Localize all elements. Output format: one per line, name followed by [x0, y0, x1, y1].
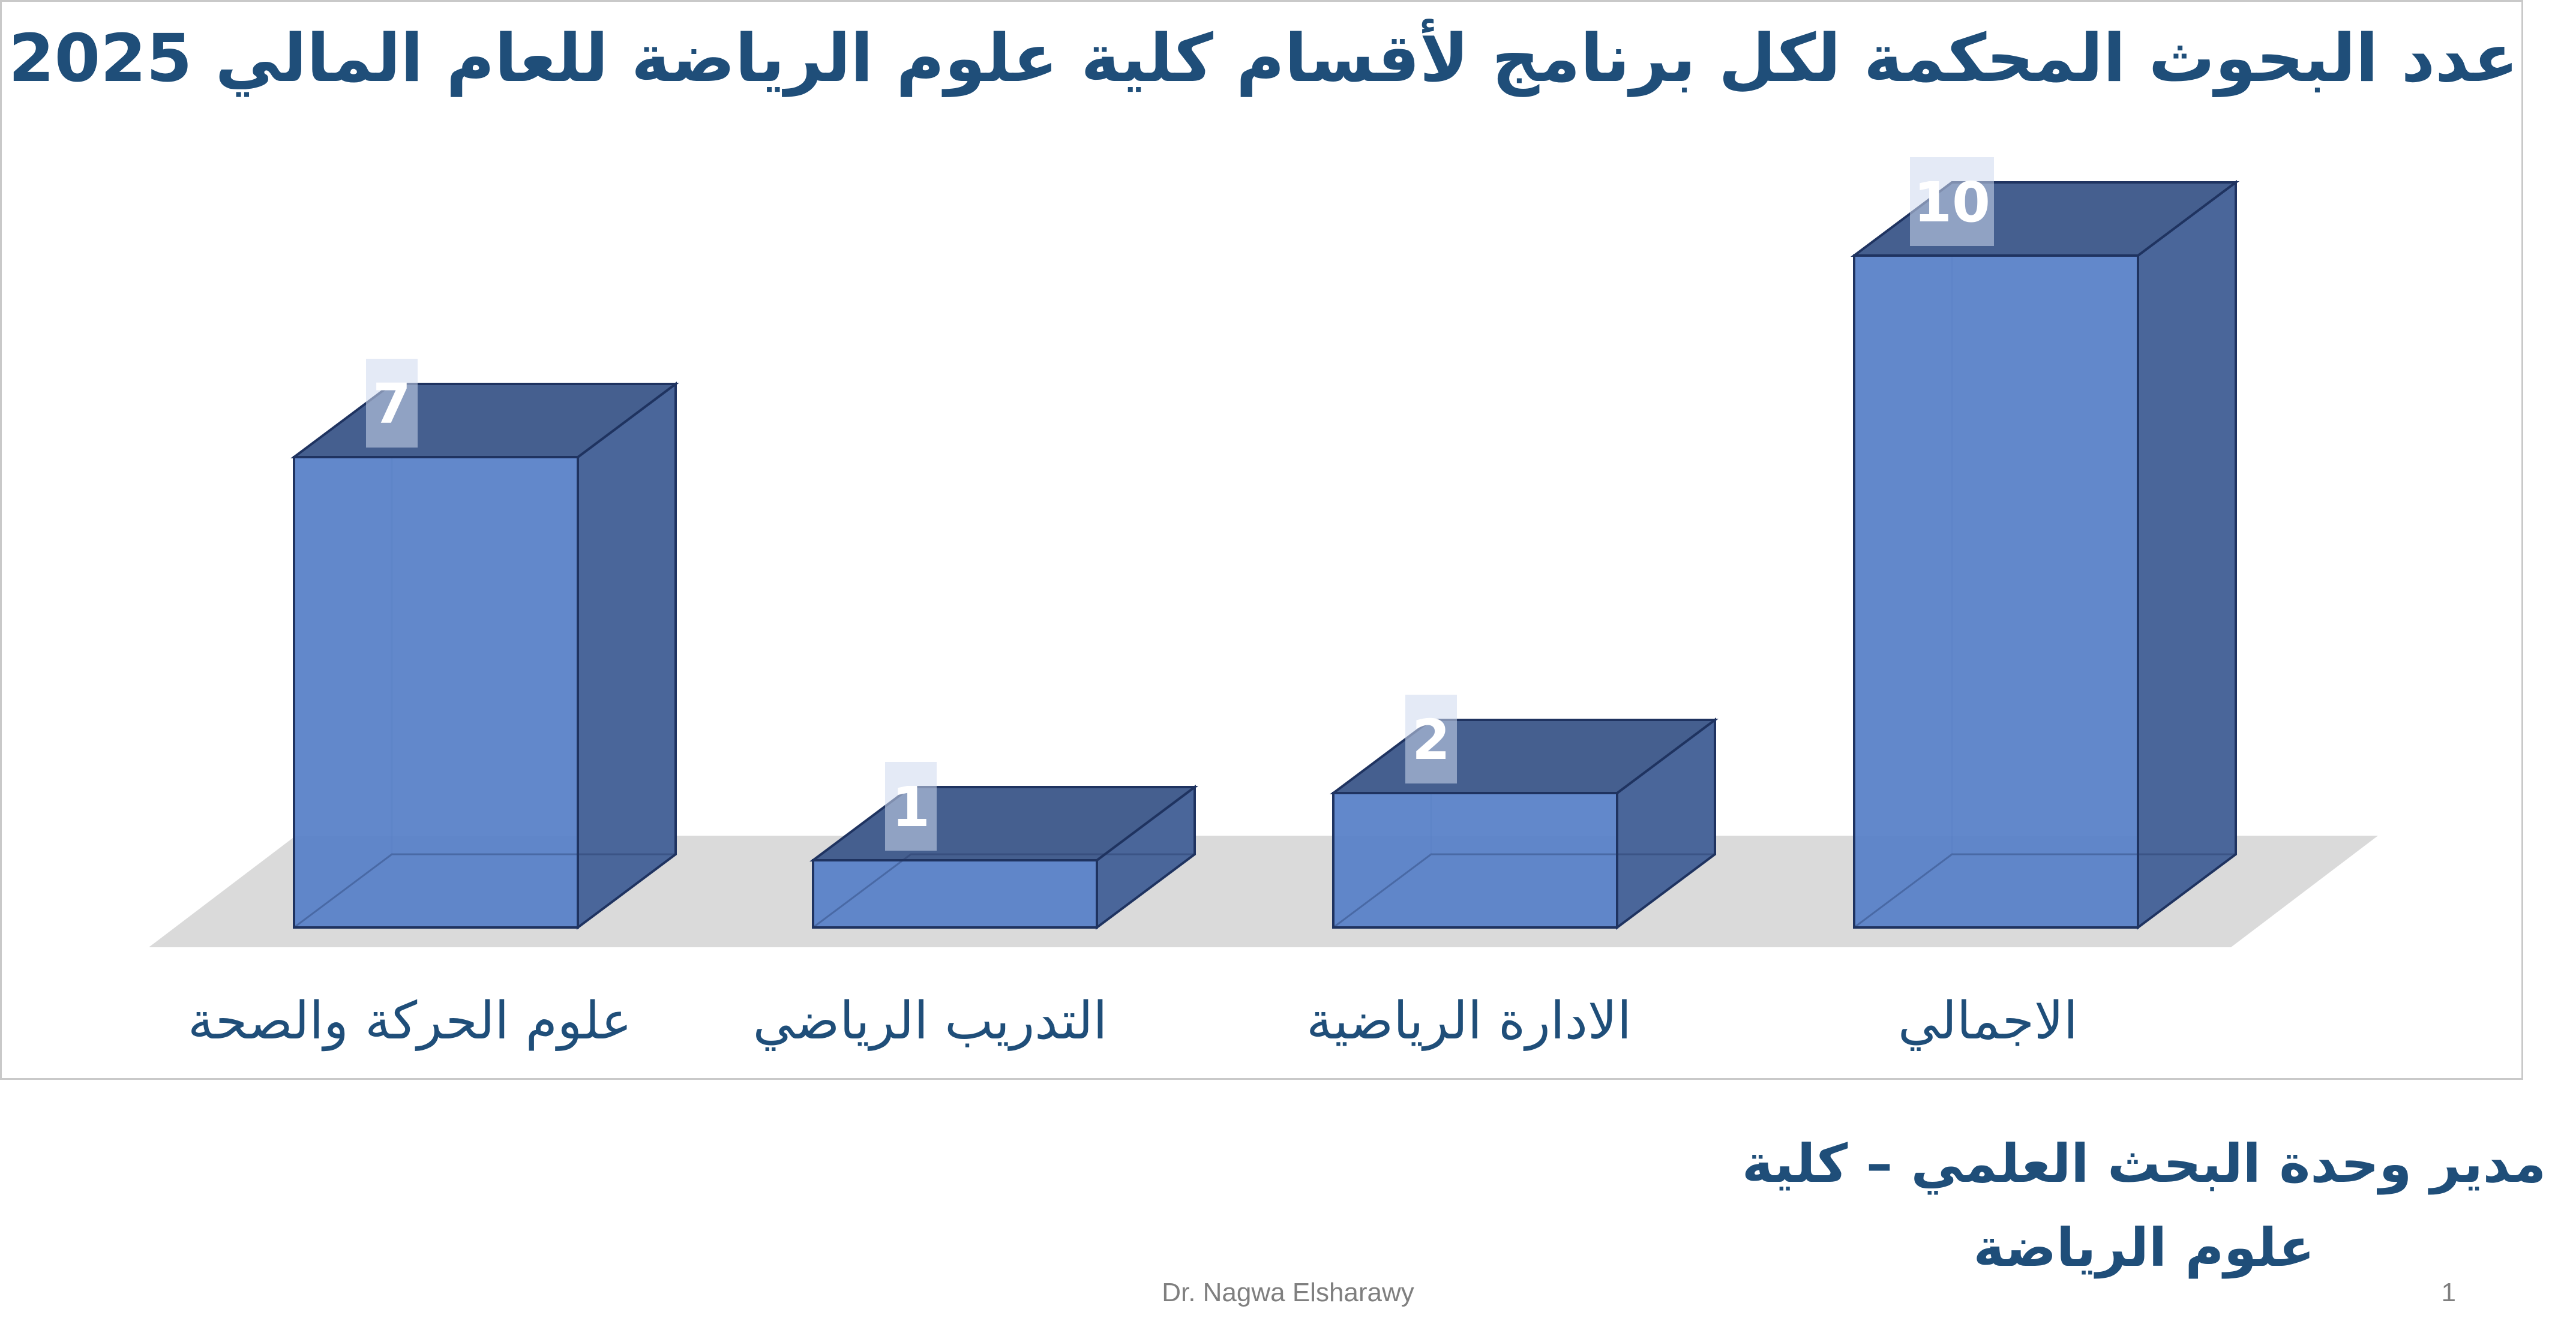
category-label: التدريب الرياضي — [753, 991, 1108, 1051]
category-label: الادارة الرياضية — [1306, 991, 1632, 1051]
chart-plot: 7 علوم الحركة والصحة 1 التدريب الرياضي 2 الاد… — [149, 157, 2378, 1051]
data-label-box — [1910, 157, 1994, 246]
data-label: 10 — [1914, 170, 1990, 235]
bar — [293, 456, 579, 929]
data-label-box — [1405, 695, 1457, 783]
bar — [812, 859, 1098, 929]
bar-inner-edge — [812, 853, 1195, 929]
author-name: Dr. Nagwa Elsharawy — [1162, 1278, 1414, 1307]
data-label: 7 — [373, 372, 411, 436]
bar-side — [577, 382, 677, 930]
slide-number: 1 — [2441, 1278, 2456, 1307]
bar-inner-edge — [1333, 853, 1715, 929]
data-label: 2 — [1412, 708, 1450, 772]
chart-floor — [149, 836, 2378, 947]
category-label: الاجمالي — [1898, 991, 2078, 1051]
data-label: 1 — [892, 775, 930, 839]
data-label-box — [366, 359, 418, 448]
data-label-box — [885, 762, 937, 851]
bar — [1332, 792, 1618, 929]
bar-side — [2137, 180, 2237, 930]
bar-inner-edge — [1854, 853, 2236, 929]
chart-title: عدد البحوث المحكمة لكل برنامج لأقسام كلي… — [8, 20, 2518, 97]
department-caption: مدير وحدة البحث العلمي – كلية علوم الريا… — [1741, 1133, 2547, 1278]
chart-frame: عدد البحوث المحكمة لكل برنامج لأقسام كلي… — [0, 0, 2523, 1080]
category-label: علوم الحركة والصحة — [188, 991, 632, 1051]
bar — [1853, 254, 2139, 929]
bar-inner-edge — [293, 853, 676, 929]
